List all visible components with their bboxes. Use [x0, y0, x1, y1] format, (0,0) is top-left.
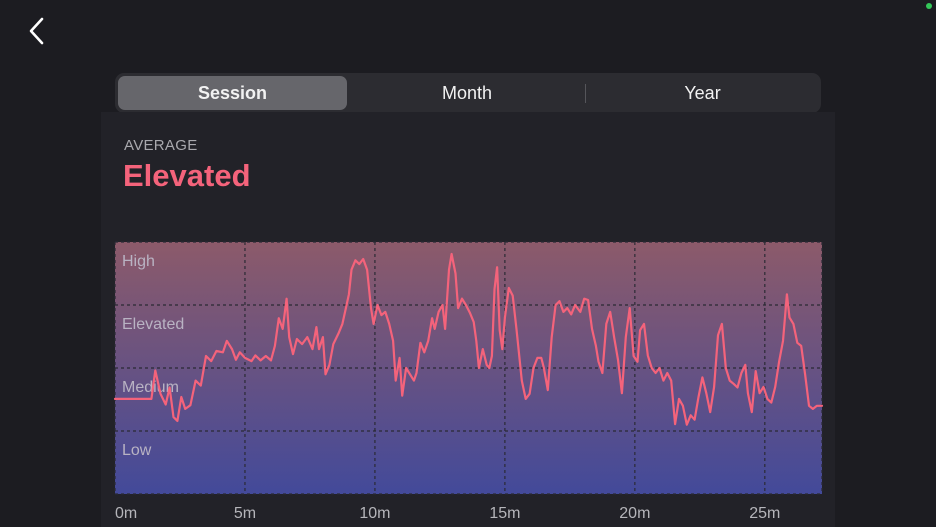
y-level-label: Medium: [122, 379, 179, 396]
y-level-label: High: [122, 253, 155, 270]
tab-year[interactable]: Year: [684, 83, 721, 103]
series-line: [113, 252, 824, 426]
x-axis-labels: 0m 5m 10m 15m 20m 25m: [115, 505, 780, 522]
tab-session[interactable]: Session: [118, 76, 347, 110]
chart-grid: [114, 241, 823, 495]
x-tick-label: 25m: [749, 505, 780, 522]
x-tick-label: 10m: [359, 505, 390, 522]
x-tick-label: 20m: [619, 505, 650, 522]
status-indicator-dot: [926, 3, 932, 9]
segment-divider: [585, 84, 586, 103]
back-button[interactable]: [22, 14, 54, 48]
tab-month[interactable]: Month: [441, 83, 493, 103]
x-tick-label: 0m: [115, 505, 137, 522]
x-tick-label: 15m: [489, 505, 520, 522]
average-label: AVERAGE: [124, 137, 198, 154]
y-axis-labels: Low Medium Elevated High: [122, 253, 184, 459]
y-level-label: Elevated: [122, 316, 184, 333]
period-segmented-control: Session Month Year: [115, 73, 821, 113]
average-value: Elevated: [123, 158, 251, 193]
x-tick-label: 5m: [234, 505, 256, 522]
y-level-label: Low: [122, 442, 152, 459]
chevron-left-icon: [29, 17, 44, 45]
